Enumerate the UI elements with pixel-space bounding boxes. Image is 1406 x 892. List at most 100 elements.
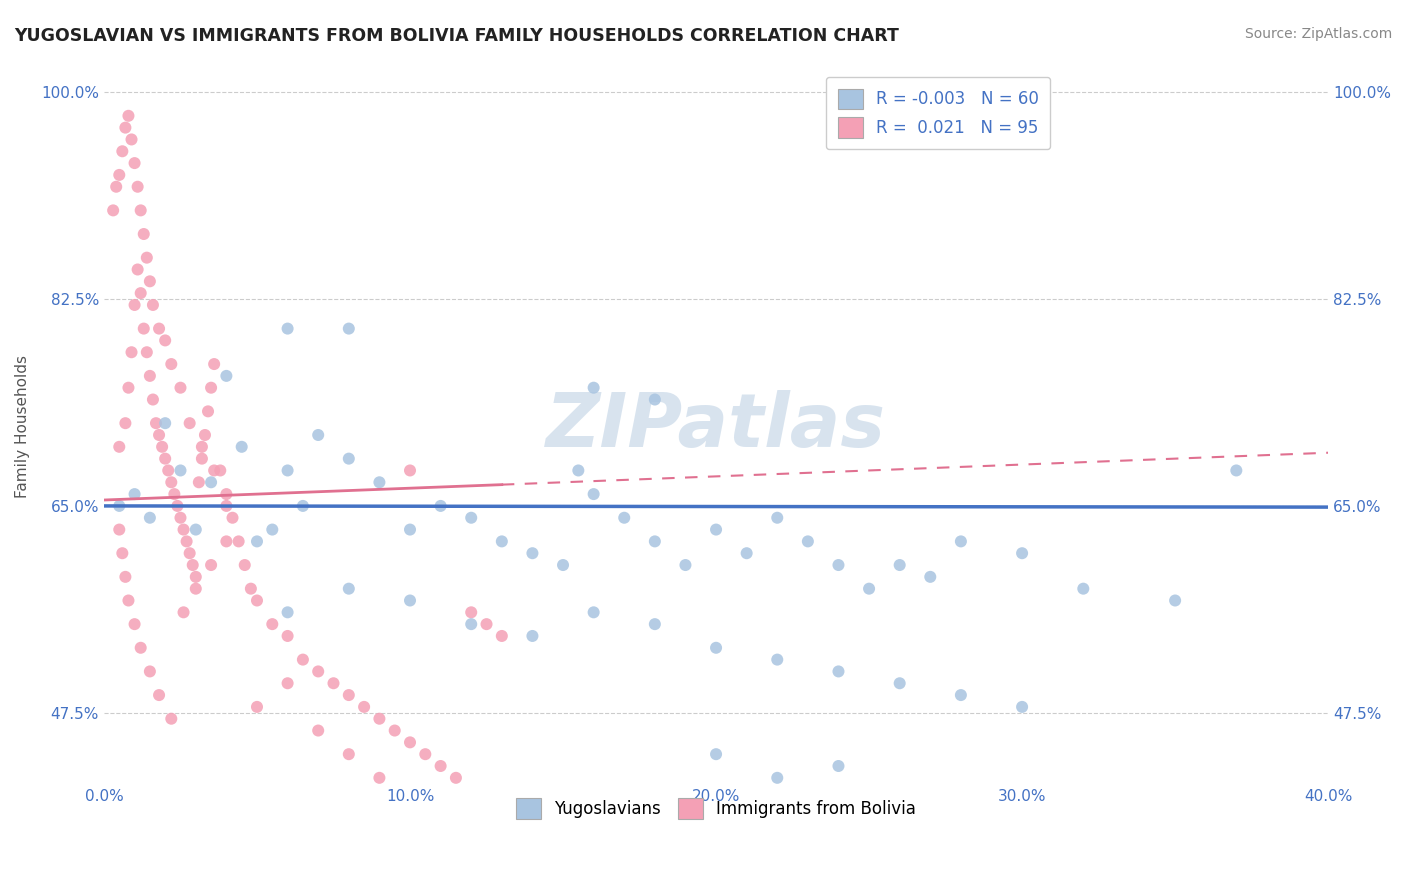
Point: [399, 523, 422, 537]
Point: [949, 688, 972, 702]
Point: [766, 652, 789, 666]
Point: [121, 132, 143, 146]
Point: [176, 534, 198, 549]
Point: [429, 499, 451, 513]
Point: [415, 747, 437, 761]
Point: [522, 629, 544, 643]
Point: [184, 582, 207, 596]
Point: [322, 676, 344, 690]
Point: [827, 558, 849, 572]
Point: [184, 570, 207, 584]
Point: [124, 298, 146, 312]
Text: YUGOSLAVIAN VS IMMIGRANTS FROM BOLIVIA FAMILY HOUSEHOLDS CORRELATION CHART: YUGOSLAVIAN VS IMMIGRANTS FROM BOLIVIA F…: [14, 27, 898, 45]
Point: [202, 463, 225, 477]
Point: [139, 665, 162, 679]
Point: [209, 463, 232, 477]
Point: [1164, 593, 1187, 607]
Point: [108, 440, 131, 454]
Point: [460, 510, 482, 524]
Point: [277, 676, 299, 690]
Point: [368, 771, 391, 785]
Point: [160, 712, 183, 726]
Point: [277, 321, 299, 335]
Point: [179, 416, 201, 430]
Point: [704, 640, 727, 655]
Point: [142, 298, 165, 312]
Point: [262, 617, 284, 632]
Point: [221, 510, 243, 524]
Point: [246, 534, 269, 549]
Point: [1225, 463, 1247, 477]
Point: [179, 546, 201, 560]
Point: [169, 463, 191, 477]
Point: [153, 416, 176, 430]
Point: [858, 582, 880, 596]
Point: [169, 381, 191, 395]
Point: [444, 771, 467, 785]
Point: [644, 392, 666, 407]
Point: [173, 523, 195, 537]
Point: [491, 534, 513, 549]
Point: [827, 665, 849, 679]
Point: [337, 747, 360, 761]
Point: [491, 629, 513, 643]
Point: [949, 534, 972, 549]
Point: [889, 558, 911, 572]
Point: [145, 416, 167, 430]
Y-axis label: Family Households: Family Households: [15, 355, 30, 498]
Point: [613, 510, 636, 524]
Point: [187, 475, 209, 490]
Point: [675, 558, 697, 572]
Point: [117, 109, 139, 123]
Point: [277, 463, 299, 477]
Point: [475, 617, 498, 632]
Point: [337, 688, 360, 702]
Point: [153, 334, 176, 348]
Point: [1071, 582, 1094, 596]
Point: [551, 558, 574, 572]
Point: [173, 605, 195, 619]
Point: [105, 179, 128, 194]
Point: [704, 523, 727, 537]
Point: [202, 357, 225, 371]
Point: [114, 570, 136, 584]
Point: [215, 499, 238, 513]
Point: [153, 451, 176, 466]
Point: [181, 558, 204, 572]
Point: [920, 570, 942, 584]
Point: [337, 451, 360, 466]
Text: Source: ZipAtlas.com: Source: ZipAtlas.com: [1244, 27, 1392, 41]
Point: [200, 558, 222, 572]
Point: [127, 179, 149, 194]
Point: [384, 723, 406, 738]
Point: [644, 534, 666, 549]
Point: [127, 262, 149, 277]
Point: [522, 546, 544, 560]
Point: [160, 475, 183, 490]
Point: [117, 593, 139, 607]
Point: [228, 534, 250, 549]
Point: [129, 203, 152, 218]
Point: [233, 558, 256, 572]
Point: [582, 605, 605, 619]
Point: [766, 771, 789, 785]
Point: [148, 428, 170, 442]
Point: [124, 487, 146, 501]
Point: [121, 345, 143, 359]
Point: [108, 168, 131, 182]
Point: [139, 510, 162, 524]
Point: [239, 582, 262, 596]
Point: [124, 617, 146, 632]
Point: [644, 617, 666, 632]
Point: [132, 227, 155, 241]
Text: ZIPatlas: ZIPatlas: [546, 390, 886, 463]
Point: [129, 286, 152, 301]
Point: [135, 345, 157, 359]
Point: [163, 487, 186, 501]
Point: [215, 368, 238, 383]
Point: [1011, 699, 1033, 714]
Point: [124, 156, 146, 170]
Point: [337, 582, 360, 596]
Point: [139, 274, 162, 288]
Point: [108, 499, 131, 513]
